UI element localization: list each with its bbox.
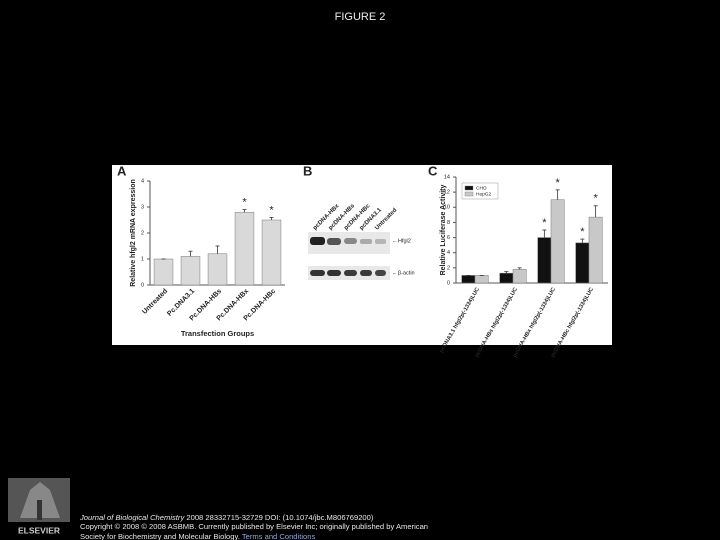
blot-bands (308, 232, 390, 338)
bar (180, 256, 201, 286)
band (375, 270, 386, 276)
citation-text: 2008 28332715-32729 DOI: (10.1074/jbc.M8… (186, 513, 374, 522)
significance-mark: * (556, 177, 561, 189)
bar (499, 272, 514, 284)
bar (474, 275, 489, 284)
y-axis-label: Relative Luciferase Activity (440, 185, 447, 276)
bar (550, 199, 565, 284)
y-tick-label: 2 (141, 230, 144, 236)
band (344, 238, 357, 244)
y-tick-label: 3 (141, 204, 144, 210)
x-axis-label: Transfection Groups (181, 329, 254, 338)
y-tick-label: 8 (447, 220, 450, 226)
significance-mark: * (542, 217, 547, 229)
bar (575, 242, 590, 284)
logo-tree-trunk (37, 500, 42, 520)
bar (207, 253, 228, 286)
band (327, 270, 341, 276)
band (375, 239, 386, 244)
copyright: Society for Biochemistry and Molecular B… (80, 532, 315, 540)
copyright-text: Society for Biochemistry and Molecular B… (80, 532, 240, 540)
y-tick-label: 14 (444, 174, 450, 180)
publisher-logo (8, 478, 70, 522)
band (360, 270, 372, 276)
y-axis-label: Relative hfgl2 mRNA expression (130, 179, 137, 287)
panel-label: A (117, 163, 127, 178)
y-tick-label: 2 (447, 265, 450, 271)
y-tick-label: 0 (447, 280, 450, 286)
panel-label: B (303, 163, 312, 178)
citation: Journal of Biological Chemistry 2008 283… (79, 513, 374, 522)
significance-mark: * (580, 226, 585, 238)
significance-mark: * (594, 193, 599, 205)
band (344, 270, 357, 276)
blot-bg (308, 276, 390, 338)
copyright: Copyright © 2008 © 2008 ASBMB. Currently… (80, 522, 428, 531)
terms-link[interactable]: Terms and Conditions (242, 532, 316, 540)
panel-label: C (428, 163, 438, 178)
bar (512, 269, 527, 284)
bar (153, 258, 174, 286)
significance-mark: * (242, 197, 247, 209)
y-tick-label: 6 (447, 235, 450, 241)
band (310, 270, 325, 276)
y-tick-label: 4 (141, 178, 144, 184)
y-tick-label: 1 (141, 256, 144, 262)
journal-name: Journal of Biological Chemistry (79, 513, 185, 522)
band-arrow: ← (392, 238, 398, 244)
band-label: β-actin (398, 270, 415, 276)
slide-title: FIGURE 2 (335, 11, 386, 23)
band-label: Hfgl2 (398, 238, 411, 244)
publisher-name: ELSEVIER (18, 525, 60, 535)
bar (261, 219, 282, 286)
bar (537, 237, 552, 284)
y-tick-label: 12 (444, 190, 450, 196)
bar (234, 211, 255, 286)
footer: ELSEVIER Journal of Biological Chemistry… (8, 478, 428, 540)
y-tick-label: 4 (447, 250, 450, 256)
bar (588, 216, 603, 284)
y-tick-label: 0 (141, 282, 144, 288)
legend-label: CHO (476, 185, 487, 191)
band-arrow: ← (392, 270, 398, 276)
legend-swatch (464, 185, 474, 191)
significance-mark: * (269, 204, 274, 216)
band (360, 239, 372, 244)
band (310, 237, 325, 245)
band (327, 238, 341, 245)
bar (461, 275, 476, 284)
legend-label: HepG2 (476, 191, 492, 197)
legend-swatch (464, 191, 474, 197)
y-tick-label: 10 (444, 205, 450, 211)
